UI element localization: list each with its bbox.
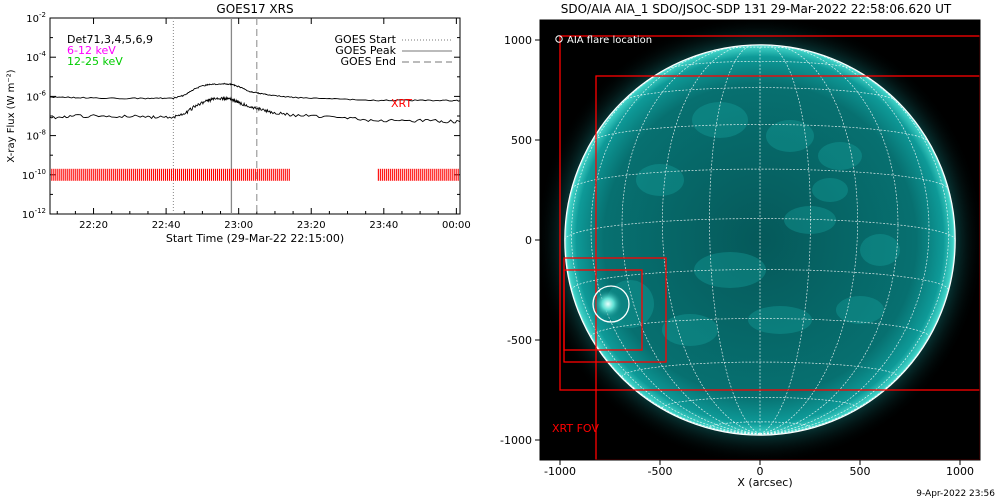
y-tick-label: 0	[525, 234, 532, 247]
longitude-line	[621, 45, 761, 435]
x-tick-label: -1000	[544, 465, 576, 478]
aia-image-panel: SDO/AIA AIA_1 SDO/JSOC-SDP 131 29-Mar-20…	[500, 2, 981, 489]
x-tick-label: 00:00	[442, 220, 471, 231]
xrt-label: XRT	[391, 97, 412, 110]
active-region-blob	[692, 102, 748, 138]
x-tick-label: 1000	[946, 465, 974, 478]
flare-location-legend-marker	[555, 35, 563, 43]
active-region-blob	[860, 234, 900, 266]
flare-location-label: AIA flare location	[567, 35, 652, 46]
flare-brightening	[593, 289, 623, 319]
longitude-line	[662, 45, 761, 435]
legend-goes-peak: GOES Peak	[335, 44, 396, 57]
det-label: Det71,3,4,5,6,9	[67, 33, 153, 46]
active-region-blob	[818, 142, 862, 170]
x-tick-label: -500	[648, 465, 673, 478]
longitude-line	[590, 49, 761, 435]
y-tick-label: 10-6	[26, 89, 46, 103]
xrt-fov-boxes	[559, 35, 980, 460]
goes-time-markers	[172, 18, 258, 214]
aia-axis-ticks: -1000 -500 0 500 1000 1000 500 0 -500 -1000	[500, 34, 974, 478]
y-tick-label: 10-10	[22, 168, 46, 182]
heliographic-grid	[564, 44, 956, 436]
longitude-line	[759, 44, 811, 435]
y-tick-label: -500	[507, 334, 532, 347]
y-tick-exponent: -4	[39, 50, 47, 58]
solar-limb	[564, 44, 956, 436]
xrt-coverage-bars	[51, 168, 459, 181]
xrt-fov-label: XRT FOV	[552, 422, 599, 435]
longitude-line	[759, 45, 858, 435]
goes-legend: GOES Start GOES Peak GOES End	[335, 33, 452, 68]
active-region-blob	[662, 314, 718, 346]
x-tick-label: 23:00	[224, 220, 253, 231]
x-tick-label: 500	[850, 465, 871, 478]
latitude-line	[709, 421, 811, 428]
y-tick-label: 500	[511, 134, 532, 147]
goes-series-line-1	[49, 95, 461, 124]
active-region-blob	[748, 306, 812, 334]
goes-series-line-0	[49, 82, 461, 102]
active-region-blob	[836, 296, 884, 324]
y-tick-label: 10-8	[26, 129, 46, 143]
longitude-line	[759, 60, 949, 435]
xrt-fov-box-3	[563, 269, 643, 351]
y-tick-exponent: -10	[35, 168, 46, 176]
longitude-line	[759, 49, 930, 435]
active-region-blob	[766, 120, 814, 152]
goes-series	[49, 82, 461, 124]
x-tick-label: 0	[757, 465, 764, 478]
legend-goes-start: GOES Start	[335, 33, 397, 46]
xrt-fov-box-1	[595, 75, 980, 460]
goes-title: GOES17 XRS	[216, 2, 293, 16]
y-tick-exponent: -6	[39, 89, 47, 97]
x-tick-label: 23:20	[297, 220, 326, 231]
latitude-line	[591, 124, 929, 142]
y-tick-exponent: -8	[39, 129, 46, 137]
y-tick-exponent: -12	[35, 207, 46, 215]
longitude-line	[759, 45, 899, 435]
x-tick-label: 22:20	[79, 220, 108, 231]
latitude-line	[623, 87, 897, 101]
x-tick-label: 22:40	[152, 220, 181, 231]
y-tick-label: -1000	[500, 434, 532, 447]
y-tick-exponent: -2	[39, 11, 46, 19]
goes-ylabel: X-ray Flux (W m⁻²)	[6, 69, 17, 162]
band2-label: 12-25 keV	[67, 55, 123, 68]
y-tick-label: 1000	[504, 34, 532, 47]
active-region-blob	[636, 164, 684, 196]
active-region-blob	[784, 206, 836, 234]
aia-title: SDO/AIA AIA_1 SDO/JSOC-SDP 131 29-Mar-20…	[561, 2, 952, 16]
y-tick-label: 10-2	[26, 11, 46, 25]
aia-xlabel: X (arcsec)	[737, 476, 792, 489]
latitude-line	[571, 168, 949, 189]
x-tick-label: 23:40	[369, 220, 398, 231]
legend-goes-end: GOES End	[340, 55, 396, 68]
goes-xlabel: Start Time (29-Mar-22 22:15:00)	[166, 232, 344, 245]
latitude-line	[571, 269, 949, 291]
xrt-coverage-segment-0	[51, 168, 290, 181]
band1-label: 6-12 keV	[67, 44, 116, 57]
xrt-coverage-segment-1	[377, 168, 459, 181]
y-tick-label: 10-4	[26, 50, 46, 64]
longitude-line	[709, 44, 761, 435]
y-tick-label: 10-12	[22, 207, 46, 221]
xrt-fov-box-0	[559, 35, 980, 391]
flare-location-circle	[592, 285, 630, 323]
goes-xrs-panel: GOES17 XRS Start Time (29-Mar-22 22:15:0…	[6, 2, 471, 245]
longitude-line	[571, 60, 761, 435]
active-region-blob	[812, 178, 848, 202]
footer-timestamp: 9-Apr-2022 23:56	[916, 489, 995, 499]
goes-x-ticks: 22:20 22:40 23:00 23:20 23:40 00:00	[56, 18, 471, 231]
